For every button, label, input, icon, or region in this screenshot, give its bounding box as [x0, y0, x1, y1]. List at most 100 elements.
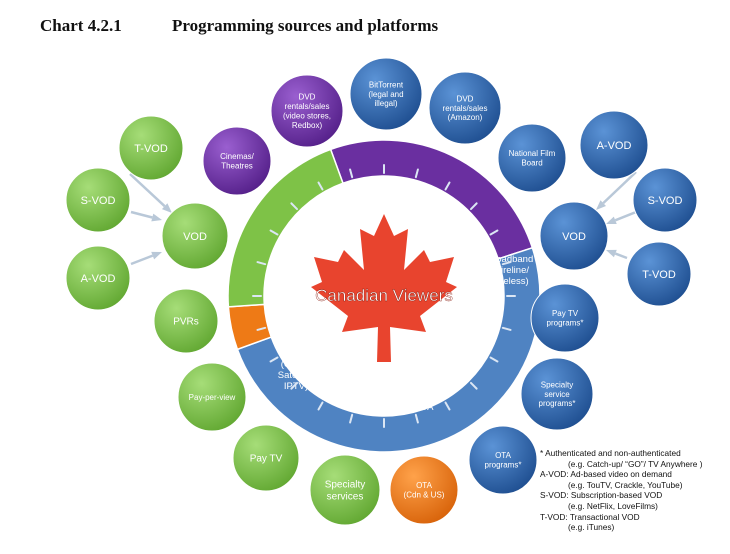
- node-pay-tv-programs: Pay TV programs*: [530, 283, 600, 353]
- node-circle: [118, 115, 184, 181]
- ring-tick: [501, 326, 512, 331]
- connector-arrow: [602, 171, 637, 205]
- ring-tick: [469, 381, 478, 390]
- node-label: DVD rentals/sales (video stores, Redbox): [283, 93, 331, 130]
- ring-tick: [269, 229, 279, 236]
- node-label: Specialty service programs*: [539, 380, 576, 408]
- node-circle: [309, 454, 381, 526]
- node-a-vod-right: A-VOD: [579, 110, 649, 180]
- chart-number: Chart 4.2.1: [40, 16, 122, 35]
- node-label: PVRs: [173, 317, 199, 328]
- node-cinemas: Cinemas/Theatres: [202, 126, 272, 196]
- connector-arrowhead: [596, 200, 607, 210]
- legend-line: * Authenticated and non-authenticated: [540, 448, 681, 458]
- node-circle: [539, 201, 609, 271]
- node-circle: [626, 241, 692, 307]
- node-circle: [632, 167, 698, 233]
- ring-tick: [290, 381, 299, 390]
- node-label: VOD: [562, 231, 586, 243]
- node-specialty-services: Specialty services: [309, 454, 381, 526]
- node-circle: [270, 74, 344, 148]
- ring-tick: [317, 181, 324, 191]
- legend-line: (e.g. iTunes): [568, 522, 615, 533]
- ring-label-broadband: Broadband (wireline/wireless): [487, 254, 533, 287]
- node-label: BitTorrent (legal and illegal): [368, 80, 403, 108]
- ring-tick: [256, 326, 267, 331]
- node-a-vod-left: A-VOD: [65, 245, 131, 311]
- connector-arrow: [130, 210, 153, 219]
- node-circle: [161, 202, 229, 270]
- center-label: Canadian Viewers: [315, 286, 453, 305]
- node-circle: [153, 288, 219, 354]
- node-circle: [428, 71, 502, 145]
- ring-tick: [256, 261, 267, 266]
- connector-arrowhead: [151, 251, 162, 260]
- ring-tick: [444, 181, 451, 191]
- connector-arrowhead: [151, 213, 162, 222]
- node-s-vod-right: S-VOD: [632, 167, 698, 233]
- node-label: VOD: [183, 231, 207, 243]
- node-label: S-VOD: [81, 195, 116, 207]
- node-label: A-VOD: [81, 273, 116, 285]
- node-circle: [530, 283, 600, 353]
- ring-tick: [489, 229, 499, 236]
- ring-segment-bdus: [227, 148, 344, 308]
- ring-tick: [501, 261, 512, 266]
- legend-line: (e.g. Catch-up/ “GO”/ TV Anywhere ): [568, 458, 703, 469]
- node-label: OTA (Cdn & US): [404, 481, 445, 499]
- node-label: Pay-per-view: [189, 393, 236, 402]
- node-circle: [65, 167, 131, 233]
- node-label: National Film Board: [509, 149, 556, 167]
- node-circle: [389, 455, 459, 525]
- chart-title: Programming sources and platforms: [172, 16, 439, 35]
- node-label: T-VOD: [134, 143, 168, 155]
- node-circle: [232, 424, 300, 492]
- ring-tick: [444, 401, 451, 411]
- node-label: Specialty services: [325, 480, 366, 503]
- connector-arrow: [130, 254, 154, 266]
- node-dvd-amazon: DVD rentals/sales (Amazon): [428, 71, 502, 145]
- node-circle: [520, 357, 594, 431]
- legend: * Authenticated and non-authenticated (e…: [540, 448, 726, 533]
- ring-tick: [489, 356, 499, 363]
- legend-line: (e.g. NetFlix, LoveFilms): [568, 500, 658, 511]
- node-label: Pay TV: [250, 454, 283, 465]
- ring-tick: [349, 168, 354, 179]
- node-label: DVD rentals/sales (Amazon): [443, 94, 488, 122]
- connector-arrowhead: [606, 249, 617, 258]
- legend-line: T-VOD: Transactional VOD: [540, 511, 640, 522]
- ring-tick: [349, 413, 354, 424]
- node-ota-programs: OTA programs*: [468, 425, 538, 495]
- node-circle: [579, 110, 649, 180]
- node-circle: [177, 362, 247, 432]
- ring-label-bdus: BDUs (Cable/Satellite/IPTV): [278, 348, 315, 392]
- node-nfb: National Film Board: [497, 123, 567, 193]
- node-circle: [349, 57, 423, 131]
- node-pvrs: PVRs: [153, 288, 219, 354]
- node-dvd-rentals-stores: DVD rentals/sales (video stores, Redbox): [270, 74, 344, 148]
- node-label: S-VOD: [648, 195, 683, 207]
- node-circle: [497, 123, 567, 193]
- ring-tick: [414, 168, 419, 179]
- node-label: A-VOD: [597, 140, 632, 152]
- node-circle: [468, 425, 538, 495]
- connector-arrow: [614, 210, 637, 222]
- node-label: Cinemas/Theatres: [220, 152, 255, 170]
- node-s-vod-left: S-VOD: [65, 167, 131, 233]
- node-ota-cdn-us: OTA (Cdn & US): [389, 455, 459, 525]
- node-circle: [65, 245, 131, 311]
- connector-arrow: [129, 173, 166, 208]
- node-label: T-VOD: [642, 269, 676, 281]
- node-vod-left: VOD: [161, 202, 229, 270]
- connector-arrow: [614, 252, 628, 260]
- ring-label-ota: OTA: [415, 402, 434, 413]
- node-label: OTA programs*: [485, 451, 522, 469]
- node-vod-right: VOD: [539, 201, 609, 271]
- ring-tick: [290, 202, 299, 211]
- ring-tick: [469, 202, 478, 211]
- node-pay-per-view: Pay-per-view: [177, 362, 247, 432]
- legend-line: (e.g. TouTV, Crackle, YouTube): [568, 479, 683, 490]
- ring-tick: [414, 413, 419, 424]
- node-pay-tv: Pay TV: [232, 424, 300, 492]
